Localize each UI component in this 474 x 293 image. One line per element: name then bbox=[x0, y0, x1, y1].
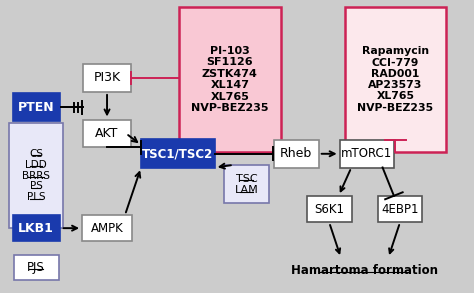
Text: XL147: XL147 bbox=[210, 80, 249, 90]
FancyBboxPatch shape bbox=[340, 140, 394, 168]
Text: TSC1/TSC2: TSC1/TSC2 bbox=[142, 147, 214, 160]
Text: Rapamycin: Rapamycin bbox=[362, 46, 429, 56]
Text: S6K1: S6K1 bbox=[314, 203, 344, 216]
Text: mTORC1: mTORC1 bbox=[341, 147, 392, 160]
Text: SF1126: SF1126 bbox=[207, 57, 253, 67]
FancyBboxPatch shape bbox=[14, 255, 59, 280]
Text: PI3K: PI3K bbox=[93, 71, 120, 84]
Text: CCI-779: CCI-779 bbox=[372, 57, 419, 68]
FancyBboxPatch shape bbox=[345, 6, 446, 152]
FancyBboxPatch shape bbox=[307, 196, 352, 222]
Text: NVP-BEZ235: NVP-BEZ235 bbox=[191, 103, 269, 113]
FancyBboxPatch shape bbox=[82, 215, 132, 241]
Text: Hamartoma formation: Hamartoma formation bbox=[291, 264, 438, 277]
FancyBboxPatch shape bbox=[12, 215, 60, 241]
Text: TSC: TSC bbox=[236, 174, 257, 184]
FancyBboxPatch shape bbox=[224, 166, 269, 203]
FancyBboxPatch shape bbox=[83, 64, 131, 92]
Text: AP23573: AP23573 bbox=[368, 80, 422, 90]
Text: RAD001: RAD001 bbox=[371, 69, 419, 79]
FancyBboxPatch shape bbox=[83, 120, 131, 147]
Text: ZSTK474: ZSTK474 bbox=[202, 69, 258, 79]
Text: BRRS: BRRS bbox=[22, 171, 50, 181]
Text: Rheb: Rheb bbox=[280, 147, 312, 160]
Text: CS: CS bbox=[29, 149, 43, 159]
Text: 4EBP1: 4EBP1 bbox=[381, 203, 419, 216]
Text: PTEN: PTEN bbox=[18, 100, 55, 114]
Text: AMPK: AMPK bbox=[91, 222, 123, 235]
Text: PJS: PJS bbox=[27, 261, 45, 274]
Text: LDD: LDD bbox=[25, 160, 47, 170]
Text: PS: PS bbox=[30, 181, 43, 192]
Text: LKB1: LKB1 bbox=[18, 222, 54, 235]
Text: AKT: AKT bbox=[95, 127, 118, 140]
FancyBboxPatch shape bbox=[378, 196, 422, 222]
FancyBboxPatch shape bbox=[273, 140, 319, 168]
Text: PLS: PLS bbox=[27, 192, 46, 202]
Text: XL765: XL765 bbox=[376, 91, 414, 101]
FancyBboxPatch shape bbox=[9, 123, 64, 228]
Text: NVP-BEZ235: NVP-BEZ235 bbox=[357, 103, 433, 113]
FancyBboxPatch shape bbox=[12, 93, 60, 121]
Text: LAM: LAM bbox=[235, 185, 258, 195]
FancyBboxPatch shape bbox=[179, 6, 281, 152]
Text: XL765: XL765 bbox=[210, 92, 249, 102]
Text: PI-103: PI-103 bbox=[210, 46, 250, 56]
FancyBboxPatch shape bbox=[141, 139, 215, 168]
